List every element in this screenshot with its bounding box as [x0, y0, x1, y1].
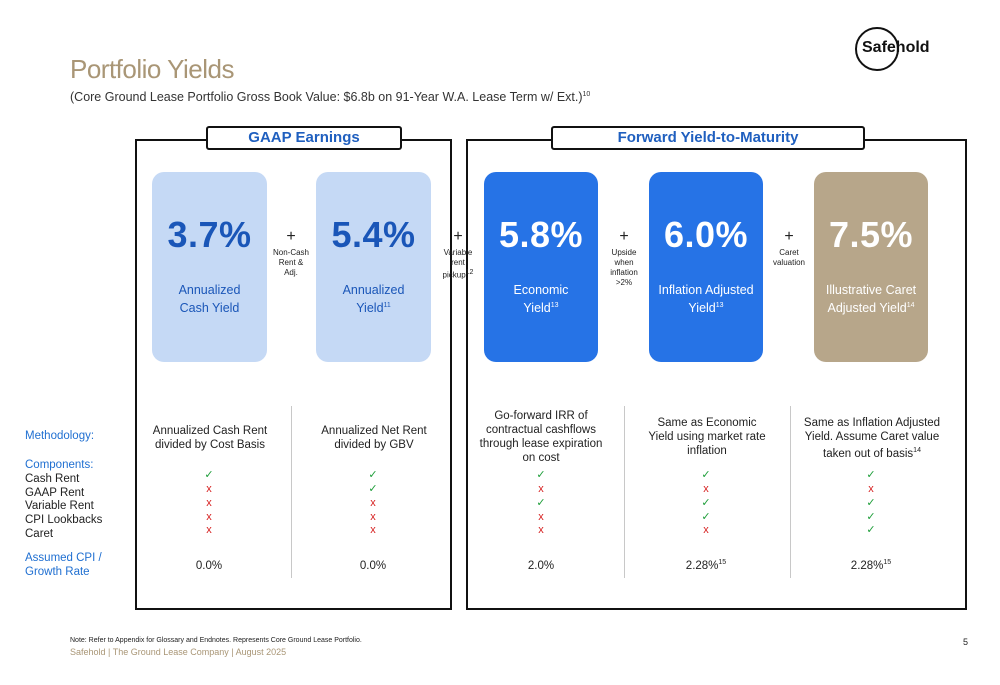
gaap-header: GAAP Earnings: [206, 126, 402, 150]
components-label: Components:: [25, 459, 94, 471]
mark-cell: x: [206, 497, 212, 509]
page-number: 5: [963, 637, 969, 647]
mark-cell: ✓: [701, 511, 711, 523]
cpi-value: 2.0%: [527, 559, 555, 572]
mark-cell: ✓: [368, 483, 378, 495]
column-divider: [790, 406, 791, 578]
cpi-label: Assumed CPI / Growth Rate: [25, 552, 102, 578]
plus-icon: +: [453, 228, 463, 245]
plus-icon: +: [784, 228, 794, 245]
plus-icon: +: [286, 228, 296, 245]
mark-cell: ✓: [701, 469, 711, 481]
mark-cell: x: [206, 511, 212, 523]
footer: Safehold | The Ground Lease Company | Au…: [70, 647, 287, 657]
yield-box-inflation: 6.0% Inflation Adjusted Yield13: [649, 172, 763, 362]
operator-variable-rent: + Variable rent pickup12: [434, 228, 482, 281]
footnote: Note: Refer to Appendix for Glossary and…: [70, 637, 362, 644]
yield-value: 6.0%: [663, 214, 749, 255]
component-variable-rent: Variable Rent: [25, 500, 94, 512]
mark-cell: ✓: [536, 497, 546, 509]
operator-noncash: + Non-Cash Rent & Adj.: [266, 228, 316, 278]
yield-box-annualized: 5.4% Annualized Yield11: [316, 172, 431, 362]
logo-text: Safehold: [862, 39, 930, 56]
operator-upside: + Upside when inflation >2%: [600, 228, 648, 288]
methodology-cash: Annualized Cash Rent divided by Cost Basi…: [152, 425, 268, 451]
methodology-economic: Go-forward IRR of contractual cashflows th…: [479, 410, 603, 464]
yield-box-caret: 7.5% Illustrative Caret Adjusted Yield14: [814, 172, 928, 362]
yield-value: 7.5%: [828, 214, 914, 255]
mark-cell: ✓: [368, 469, 378, 481]
page-title: Portfolio Yields: [70, 54, 234, 84]
column-divider: [291, 406, 292, 578]
methodology-inflation: Same as Economic Yield using market rate i…: [648, 417, 766, 457]
mark-cell: x: [370, 524, 376, 536]
forward-header: Forward Yield-to-Maturity: [551, 126, 865, 150]
yield-value: 5.4%: [331, 214, 416, 255]
component-cash-rent: Cash Rent: [25, 473, 80, 485]
mark-cell: ✓: [536, 469, 546, 481]
mark-cell: x: [538, 511, 544, 523]
mark-cell: x: [538, 524, 544, 536]
mark-cell: ✓: [866, 524, 876, 536]
mark-cell: x: [868, 483, 874, 495]
methodology-caret: Same as Inflation Adjusted Yield. Assume …: [803, 417, 941, 460]
yield-label: Annualized Cash Yield: [178, 283, 241, 316]
mark-cell: x: [370, 497, 376, 509]
subtitle-text: (Core Ground Lease Portfolio Gross Book …: [70, 90, 583, 104]
subtitle-sup: 10: [582, 90, 591, 98]
mark-cell: x: [206, 483, 212, 495]
yield-box-economic: 5.8% Economic Yield13: [484, 172, 598, 362]
mark-cell: ✓: [701, 497, 711, 509]
mark-cell: ✓: [866, 497, 876, 509]
column-divider: [624, 406, 625, 578]
component-cpi-lookbacks: CPI Lookbacks: [25, 514, 103, 526]
mark-cell: x: [703, 524, 709, 536]
mark-cell: x: [206, 524, 212, 536]
mark-cell: x: [703, 483, 709, 495]
yield-box-cash: 3.7% Annualized Cash Yield: [152, 172, 267, 362]
logo-circle-icon: [855, 27, 899, 71]
cpi-value: 2.28%15: [685, 559, 727, 572]
page-subtitle: (Core Ground Lease Portfolio Gross Book …: [70, 90, 590, 104]
mark-cell: x: [370, 511, 376, 523]
cpi-value: 0.0%: [359, 559, 387, 572]
operator-caret: + Caret valuation: [765, 228, 813, 268]
mark-cell: ✓: [866, 469, 876, 481]
yield-value: 5.8%: [498, 214, 584, 255]
safehold-logo: Safehold: [853, 27, 933, 73]
mark-cell: ✓: [204, 469, 214, 481]
yield-label: Economic Yield13: [513, 283, 569, 316]
methodology-annualized: Annualized Net Rent divided by GBV: [321, 425, 427, 451]
mark-cell: x: [538, 483, 544, 495]
mark-cell: ✓: [866, 511, 876, 523]
cpi-value: 2.28%15: [850, 559, 892, 572]
component-gaap-rent: GAAP Rent: [25, 487, 85, 499]
plus-icon: +: [619, 228, 629, 245]
yield-label: Inflation Adjusted Yield13: [658, 283, 754, 316]
yield-value: 3.7%: [167, 214, 252, 255]
yield-label: Illustrative Caret Adjusted Yield14: [825, 283, 917, 316]
methodology-label: Methodology:: [25, 430, 95, 442]
component-caret: Caret: [25, 528, 54, 540]
yield-label: Annualized Yield11: [342, 283, 405, 316]
cpi-value: 0.0%: [195, 559, 223, 572]
